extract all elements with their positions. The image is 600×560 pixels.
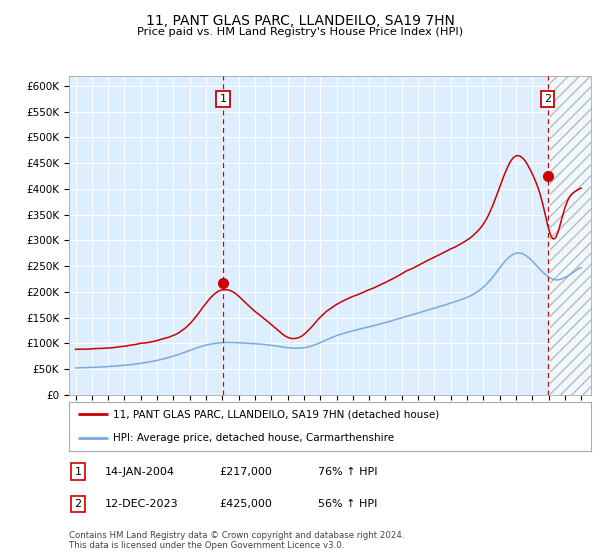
Text: 1: 1 [74, 466, 82, 477]
Text: £425,000: £425,000 [219, 499, 272, 509]
Bar [550, 76, 599, 395]
Text: 11, PANT GLAS PARC, LLANDEILO, SA19 7HN (detached house): 11, PANT GLAS PARC, LLANDEILO, SA19 7HN … [113, 409, 440, 419]
Text: 2: 2 [544, 94, 551, 104]
Text: Price paid vs. HM Land Registry's House Price Index (HPI): Price paid vs. HM Land Registry's House … [137, 27, 463, 37]
Text: 1: 1 [220, 94, 226, 104]
Text: £217,000: £217,000 [219, 466, 272, 477]
Text: 76% ↑ HPI: 76% ↑ HPI [318, 466, 377, 477]
Text: Contains HM Land Registry data © Crown copyright and database right 2024.
This d: Contains HM Land Registry data © Crown c… [69, 531, 404, 550]
Text: 11, PANT GLAS PARC, LLANDEILO, SA19 7HN: 11, PANT GLAS PARC, LLANDEILO, SA19 7HN [146, 14, 454, 28]
Text: 2: 2 [74, 499, 82, 509]
Text: 12-DEC-2023: 12-DEC-2023 [105, 499, 179, 509]
Text: 14-JAN-2004: 14-JAN-2004 [105, 466, 175, 477]
Text: HPI: Average price, detached house, Carmarthenshire: HPI: Average price, detached house, Carm… [113, 433, 394, 443]
Text: 56% ↑ HPI: 56% ↑ HPI [318, 499, 377, 509]
Bar [550, 76, 599, 395]
